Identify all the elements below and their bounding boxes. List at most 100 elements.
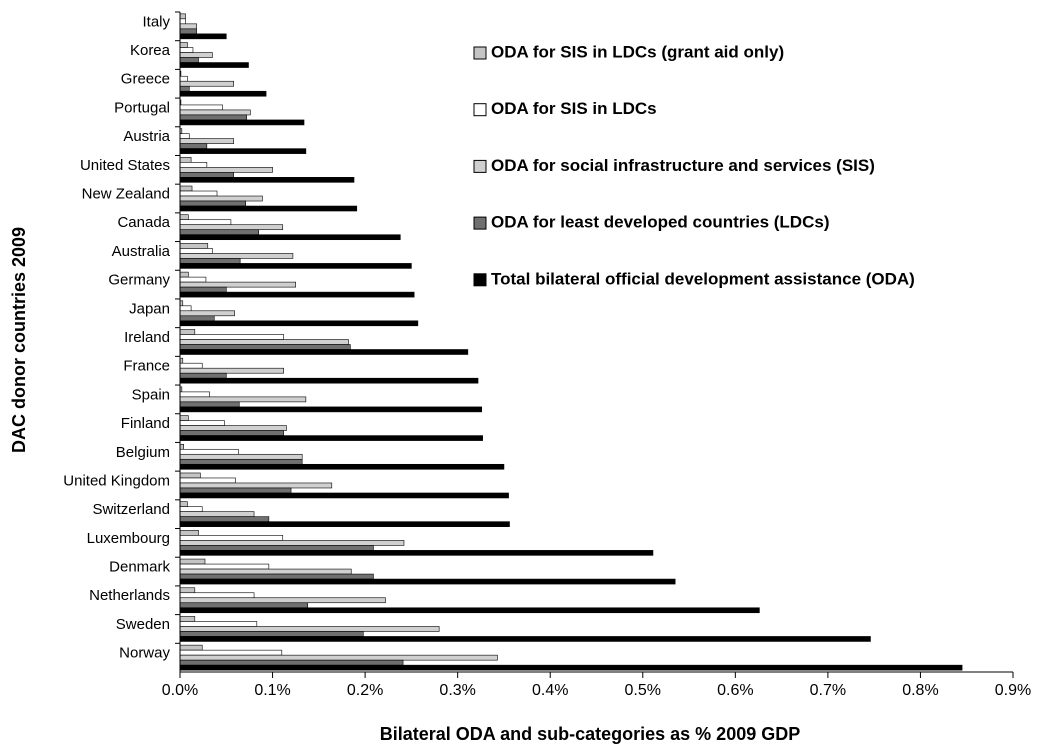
bar: [179, 109, 251, 116]
bar: [179, 243, 209, 249]
y-tick-label: New Zealand: [82, 185, 170, 202]
y-tick-label: Australia: [112, 243, 171, 260]
x-tick-label: 0.0%: [162, 682, 198, 699]
bar: [179, 104, 223, 111]
bar: [179, 482, 333, 489]
bar: [179, 28, 197, 35]
bar: [179, 190, 218, 197]
bar: [179, 263, 412, 269]
bar: [179, 367, 284, 374]
bar: [179, 550, 654, 556]
x-axis-label: Bilateral ODA and sub-categories as % 20…: [380, 724, 801, 744]
bar: [179, 349, 469, 355]
bar: [179, 271, 189, 278]
bar: [179, 62, 249, 68]
bar: [179, 195, 263, 202]
bar: [179, 649, 283, 656]
x-tick-label: 0.2%: [347, 682, 383, 699]
bar: [179, 587, 196, 594]
bar: [179, 52, 213, 58]
bar: [179, 315, 215, 322]
bar: [179, 535, 284, 541]
bar: [179, 47, 194, 53]
bar: [179, 568, 352, 575]
bar: [179, 621, 258, 627]
bar: [179, 463, 505, 470]
bar: [179, 334, 284, 340]
bar: [179, 406, 483, 413]
x-tick-label: 0.4%: [532, 682, 568, 699]
bar: [179, 631, 364, 637]
bar: [179, 362, 203, 369]
bar: [179, 396, 307, 403]
legend-label: ODA for social infrastructure and servic…: [491, 156, 875, 175]
bar: [179, 636, 871, 642]
y-tick-label: Austria: [123, 128, 170, 145]
y-tick-label: Belgium: [116, 444, 170, 461]
bar: [179, 453, 303, 460]
y-tick-label: Spain: [132, 386, 170, 403]
bar: [179, 540, 405, 546]
bar: [179, 578, 676, 585]
bar: [179, 172, 234, 178]
bar: [179, 205, 358, 212]
legend-swatch: [473, 103, 487, 117]
x-tick-label: 0.5%: [625, 682, 661, 699]
bar: [179, 430, 284, 436]
y-tick-label: Italy: [142, 13, 170, 30]
bar: [179, 219, 232, 226]
legend-swatch: [473, 216, 487, 230]
legend-swatch: [473, 273, 487, 287]
bar: [179, 177, 355, 183]
x-tick-label: 0.3%: [439, 682, 475, 699]
bar: [179, 329, 196, 335]
bar: [179, 42, 188, 48]
bar: [179, 443, 185, 450]
y-tick-label: Portugal: [114, 99, 170, 116]
bar: [179, 664, 963, 671]
bar: [179, 654, 498, 661]
x-tick-label: 0.6%: [717, 682, 753, 699]
bar: [179, 377, 479, 384]
bar: [179, 167, 273, 173]
y-tick-label: Canada: [117, 214, 170, 231]
bar: [179, 320, 419, 327]
y-tick-label: Korea: [130, 42, 171, 59]
bar: [179, 310, 235, 317]
bar: [179, 248, 213, 254]
bar: [179, 602, 309, 609]
y-tick-label: Luxembourg: [87, 530, 170, 547]
bar: [179, 516, 270, 522]
bar: [179, 563, 270, 570]
bar: [179, 185, 193, 192]
bar: [179, 253, 294, 259]
bar: [179, 114, 247, 121]
bar: [179, 391, 210, 398]
bar: [179, 644, 203, 651]
x-tick-label: 0.9%: [995, 682, 1031, 699]
bar: [179, 607, 760, 614]
y-tick-label: United Kingdom: [63, 472, 170, 489]
bar: [179, 291, 415, 298]
bar: [179, 200, 247, 207]
bar: [179, 659, 404, 666]
bar: [179, 448, 239, 455]
bar: [179, 573, 374, 580]
bar: [179, 157, 192, 163]
legend-swatch: [473, 46, 487, 60]
bar: [179, 162, 208, 168]
bar: [179, 23, 197, 30]
bar: [179, 344, 351, 350]
y-tick-label: Greece: [121, 71, 170, 88]
y-tick-label: Finland: [121, 415, 170, 432]
x-tick-label: 0.1%: [254, 682, 290, 699]
bar: [179, 258, 241, 264]
y-tick-label: Switzerland: [92, 501, 170, 518]
bar: [179, 511, 255, 517]
bar: [179, 305, 192, 312]
x-tick-label: 0.7%: [810, 682, 846, 699]
bar: [179, 214, 189, 221]
bar: [179, 133, 190, 139]
bar: [179, 420, 225, 426]
bar: [179, 224, 284, 231]
